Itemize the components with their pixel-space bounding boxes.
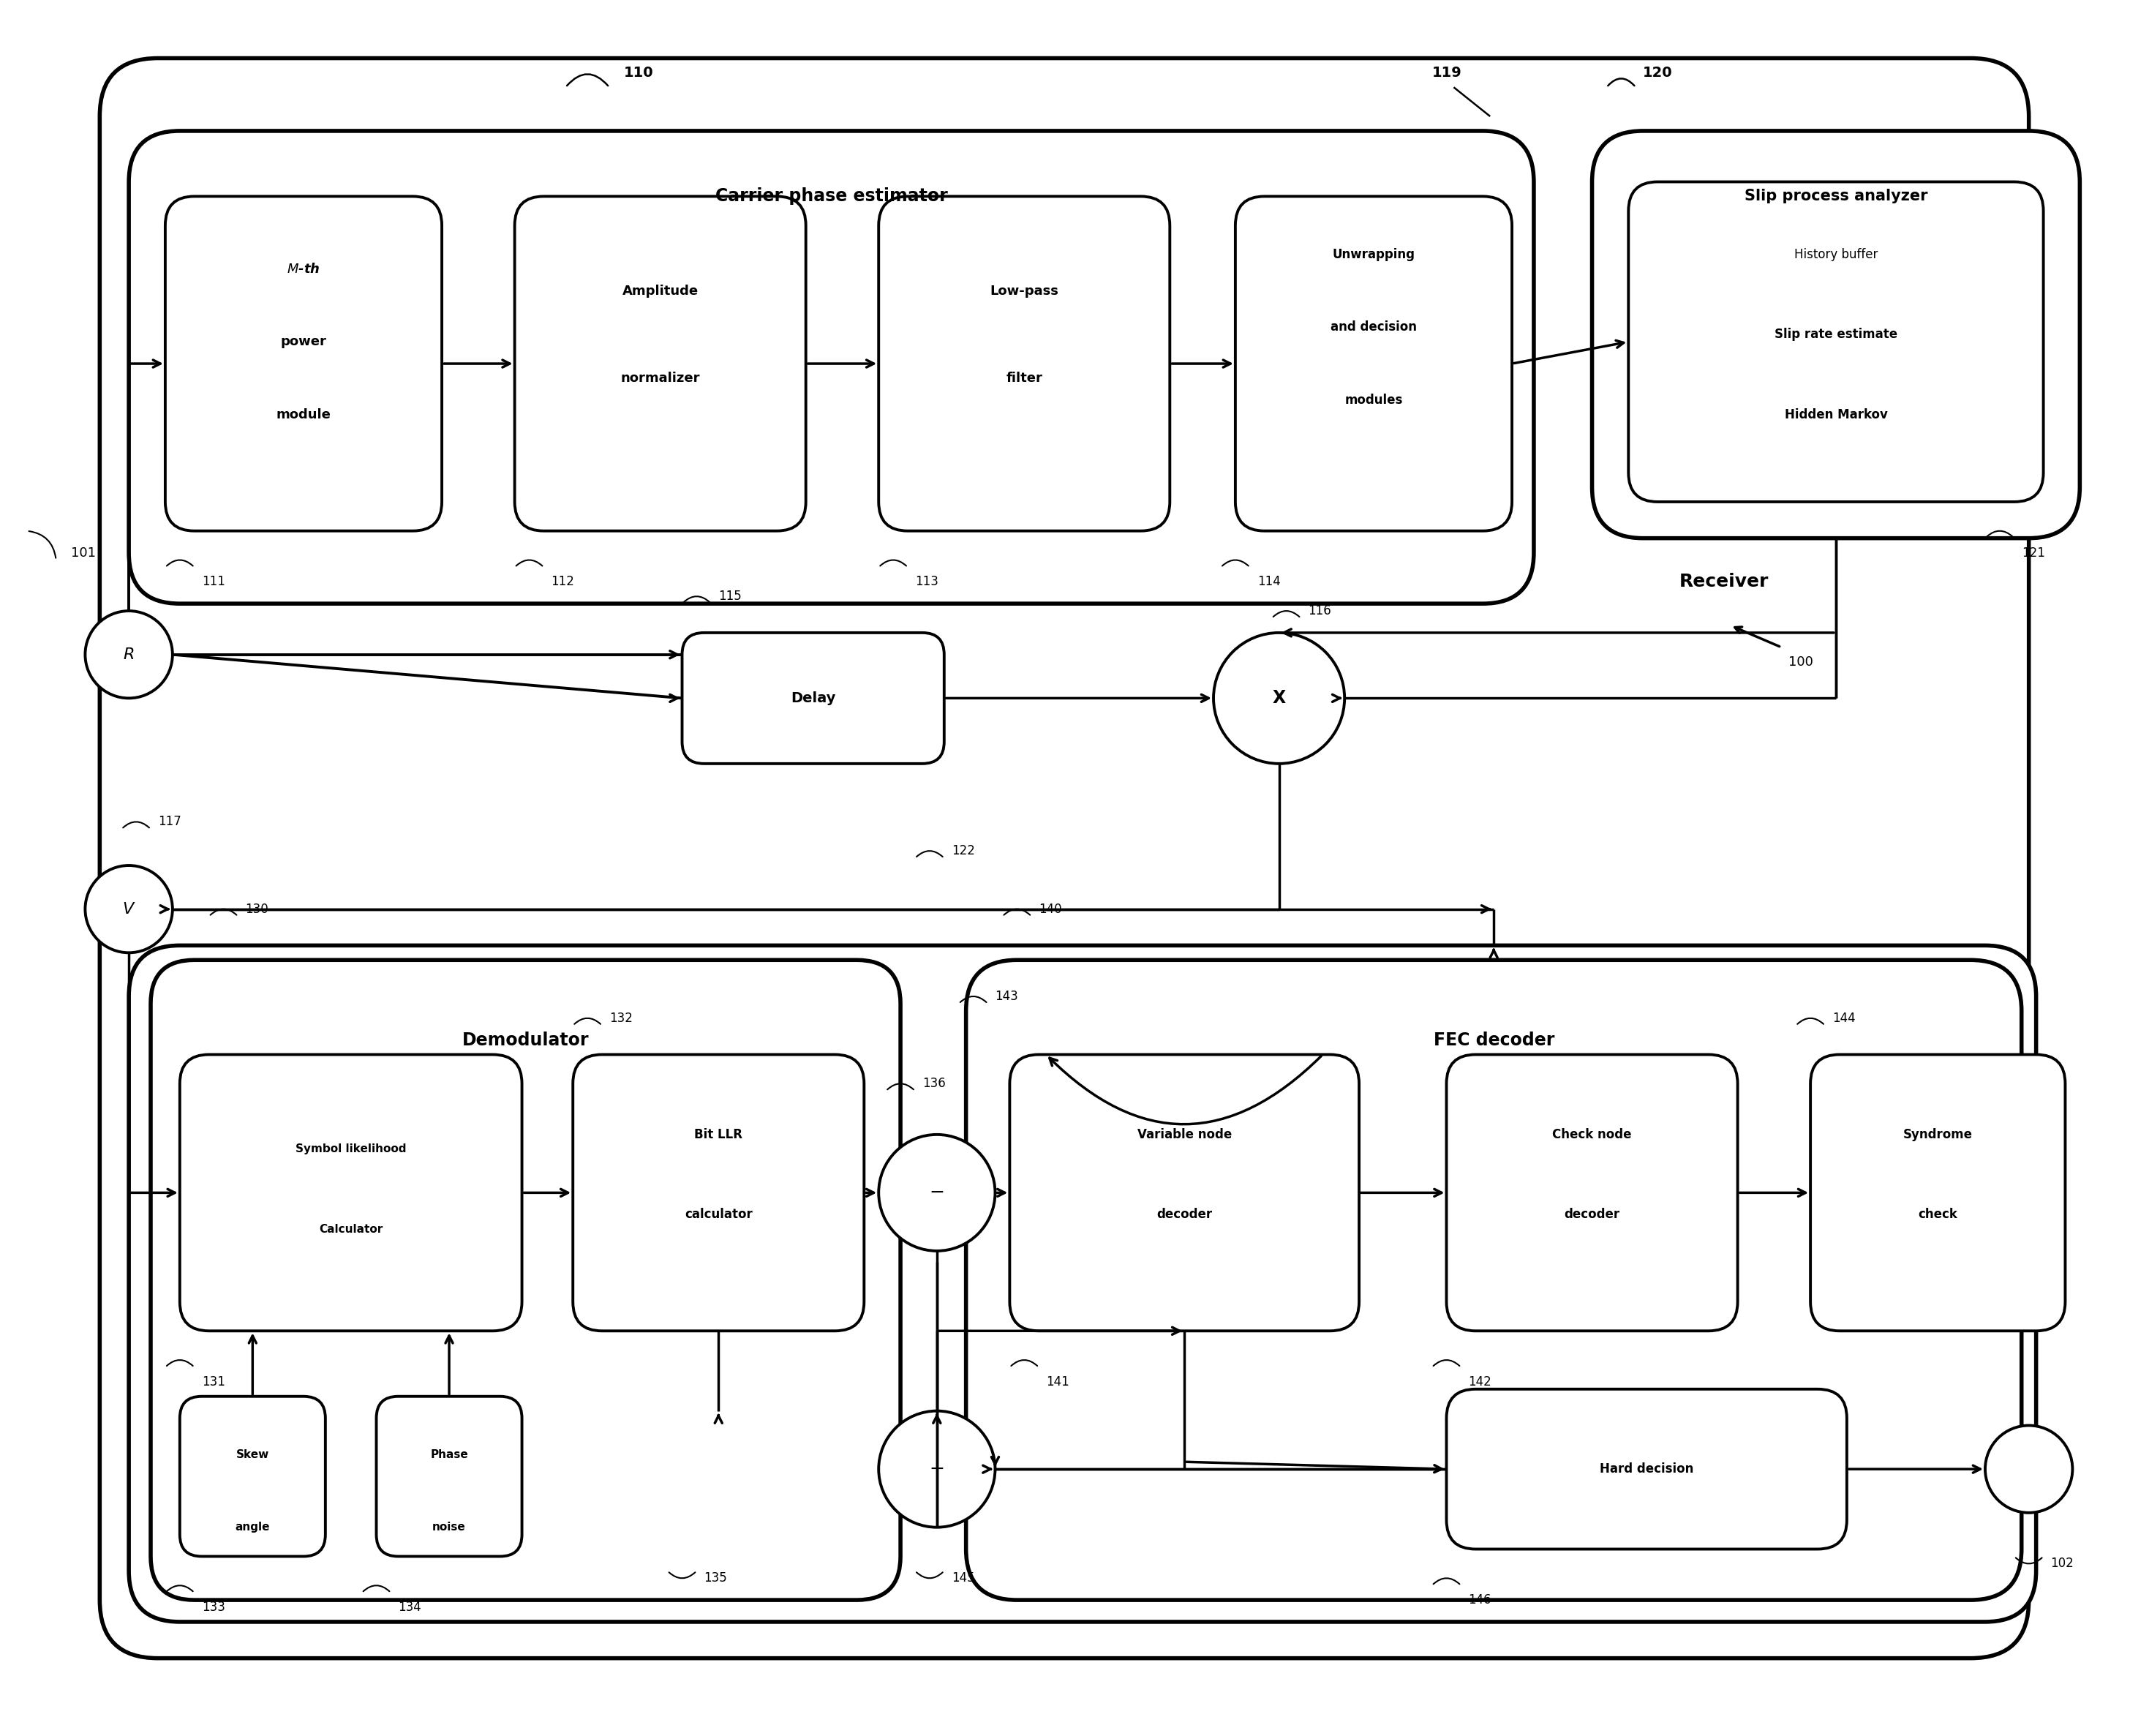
Text: modules: modules (1344, 394, 1404, 406)
Text: 135: 135 (703, 1571, 726, 1585)
Text: Bit LLR: Bit LLR (694, 1128, 743, 1141)
Text: 112: 112 (552, 575, 575, 589)
Text: module: module (277, 408, 330, 422)
Text: noise: noise (432, 1522, 466, 1533)
Text: 131: 131 (202, 1375, 226, 1389)
Text: $V$: $V$ (121, 901, 136, 917)
FancyBboxPatch shape (179, 1054, 522, 1332)
Text: power: power (281, 335, 326, 349)
FancyBboxPatch shape (1010, 1054, 1359, 1332)
FancyBboxPatch shape (1446, 1054, 1738, 1332)
Text: normalizer: normalizer (620, 372, 701, 385)
Text: and decision: and decision (1331, 321, 1416, 333)
FancyBboxPatch shape (573, 1054, 865, 1332)
FancyBboxPatch shape (377, 1396, 522, 1557)
Text: Receiver: Receiver (1678, 573, 1768, 590)
Text: Low-pass: Low-pass (990, 285, 1059, 297)
Text: 132: 132 (609, 1012, 633, 1024)
Text: decoder: decoder (1157, 1208, 1212, 1220)
Text: 111: 111 (202, 575, 226, 589)
Text: 116: 116 (1308, 604, 1331, 618)
Text: 120: 120 (1642, 66, 1672, 80)
Text: 100: 100 (1789, 654, 1813, 668)
FancyBboxPatch shape (100, 59, 2030, 1658)
Text: 145: 145 (952, 1571, 976, 1585)
Circle shape (880, 1411, 995, 1528)
Text: 114: 114 (1257, 575, 1280, 589)
Circle shape (1985, 1425, 2072, 1512)
Text: Symbol likelihood: Symbol likelihood (296, 1144, 407, 1154)
Text: 122: 122 (952, 844, 976, 858)
Text: 115: 115 (718, 590, 741, 602)
Text: Hard decision: Hard decision (1600, 1462, 1693, 1476)
Text: 133: 133 (202, 1601, 226, 1614)
Text: 140: 140 (1039, 903, 1063, 915)
Text: Unwrapping: Unwrapping (1333, 248, 1414, 260)
Text: Amplitude: Amplitude (622, 285, 699, 297)
Text: 146: 146 (1468, 1594, 1491, 1606)
FancyBboxPatch shape (967, 960, 2021, 1601)
Text: Carrier phase estimator: Carrier phase estimator (716, 187, 948, 205)
Text: 102: 102 (2051, 1557, 2075, 1571)
Text: −: − (929, 1460, 944, 1477)
FancyBboxPatch shape (166, 196, 441, 531)
Text: calculator: calculator (684, 1208, 752, 1220)
Text: −: − (929, 1184, 944, 1201)
Text: History buffer: History buffer (1793, 248, 1879, 260)
FancyBboxPatch shape (151, 960, 901, 1601)
Text: Delay: Delay (790, 691, 835, 705)
Text: 121: 121 (2021, 547, 2045, 559)
Text: check: check (1919, 1208, 1957, 1220)
FancyBboxPatch shape (128, 130, 1534, 604)
Text: Variable node: Variable node (1137, 1128, 1231, 1141)
Text: 110: 110 (624, 66, 654, 80)
Text: X: X (1272, 689, 1287, 707)
Text: filter: filter (1005, 372, 1042, 385)
Circle shape (1214, 632, 1344, 764)
Text: 119: 119 (1431, 66, 1461, 80)
Text: 144: 144 (1832, 1012, 1855, 1024)
Text: FEC decoder: FEC decoder (1433, 1031, 1555, 1049)
Circle shape (85, 611, 173, 698)
Text: 130: 130 (245, 903, 268, 915)
Text: Phase: Phase (430, 1450, 469, 1460)
Text: Check node: Check node (1553, 1128, 1632, 1141)
Text: $M$-th: $M$-th (288, 262, 319, 276)
FancyBboxPatch shape (1591, 130, 2079, 538)
Text: decoder: decoder (1563, 1208, 1621, 1220)
Text: Hidden Markov: Hidden Markov (1785, 408, 1887, 422)
Text: Skew: Skew (236, 1450, 268, 1460)
Text: Calculator: Calculator (320, 1224, 383, 1234)
FancyBboxPatch shape (1446, 1389, 1847, 1549)
Text: Demodulator: Demodulator (462, 1031, 590, 1049)
Text: 143: 143 (995, 990, 1018, 1003)
Circle shape (85, 866, 173, 953)
Text: 117: 117 (158, 816, 181, 828)
Circle shape (880, 1135, 995, 1252)
Text: Slip rate estimate: Slip rate estimate (1774, 328, 1898, 340)
Text: $R$: $R$ (124, 648, 134, 661)
FancyBboxPatch shape (682, 632, 944, 764)
Text: 113: 113 (916, 575, 939, 589)
FancyBboxPatch shape (1810, 1054, 2066, 1332)
FancyBboxPatch shape (179, 1396, 326, 1557)
Text: Slip process analyzer: Slip process analyzer (1744, 189, 1928, 203)
FancyBboxPatch shape (1235, 196, 1512, 531)
Text: 142: 142 (1468, 1375, 1491, 1389)
Text: 141: 141 (1046, 1375, 1069, 1389)
Text: 101: 101 (70, 547, 96, 559)
FancyBboxPatch shape (515, 196, 805, 531)
Text: angle: angle (234, 1522, 271, 1533)
Text: Syndrome: Syndrome (1902, 1128, 1972, 1141)
FancyBboxPatch shape (128, 946, 2036, 1621)
FancyBboxPatch shape (880, 196, 1169, 531)
Text: 136: 136 (922, 1076, 946, 1090)
FancyBboxPatch shape (1629, 182, 2043, 502)
Text: 134: 134 (398, 1601, 422, 1614)
